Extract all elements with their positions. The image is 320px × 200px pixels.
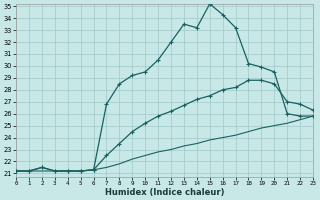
- X-axis label: Humidex (Indice chaleur): Humidex (Indice chaleur): [105, 188, 224, 197]
